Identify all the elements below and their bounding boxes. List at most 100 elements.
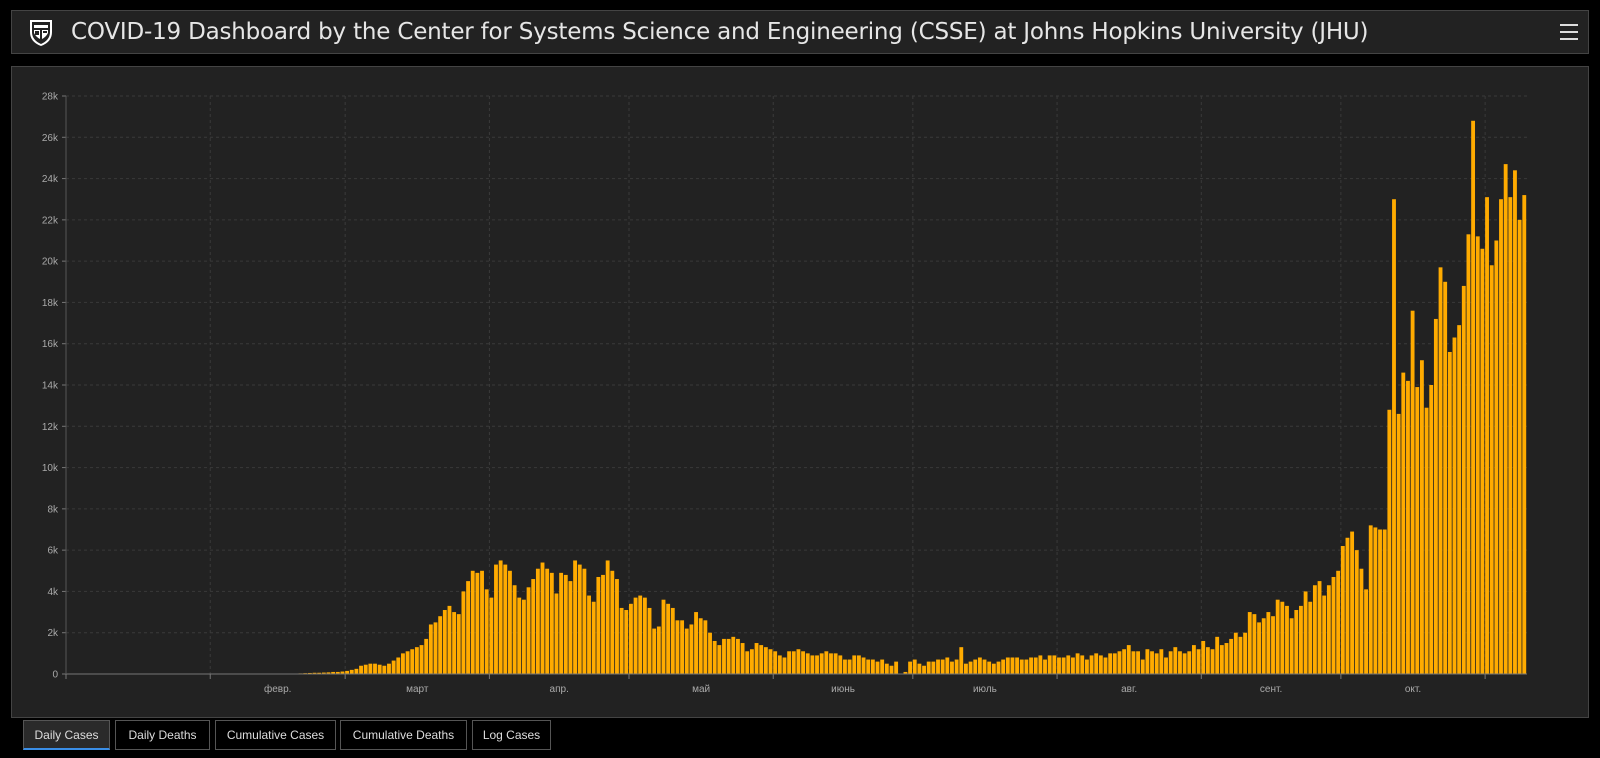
bar xyxy=(1103,657,1108,674)
bar xyxy=(1215,636,1220,674)
bar xyxy=(1452,337,1457,674)
y-tick-label: 24k xyxy=(42,174,59,185)
bar xyxy=(531,579,536,674)
bar xyxy=(1178,651,1182,674)
chart-axes: 0 2k 4k 6k 8k 10k 12k 14k 16k 18k 20k 22k 24k 26k 28k ф… xyxy=(42,92,1527,695)
bar xyxy=(1280,601,1285,674)
bar xyxy=(656,626,661,674)
y-tick-label: 18k xyxy=(42,298,59,309)
bar xyxy=(1154,653,1159,674)
bar xyxy=(559,572,564,674)
bar xyxy=(1271,616,1275,674)
bar xyxy=(847,659,852,674)
bar xyxy=(1312,585,1317,674)
chart-panel: 0 2k 4k 6k 8k 10k 12k 14k 16k 18k 20k 22k 24k 26k 28k ф… xyxy=(11,66,1589,718)
bar xyxy=(368,663,373,674)
bar xyxy=(1001,659,1006,674)
bar xyxy=(1480,248,1485,674)
bar xyxy=(861,657,866,674)
y-tick-label: 10k xyxy=(42,463,59,474)
bar xyxy=(1471,120,1476,674)
bar xyxy=(880,659,885,674)
bar xyxy=(1182,653,1187,674)
bar xyxy=(1201,640,1206,674)
bar xyxy=(410,649,415,674)
bar xyxy=(1322,595,1327,674)
bar xyxy=(1168,651,1173,674)
bar xyxy=(1024,659,1029,674)
bar xyxy=(480,570,484,674)
bar xyxy=(447,605,452,674)
bar xyxy=(773,651,778,674)
bar xyxy=(470,570,475,674)
bar xyxy=(1150,651,1154,674)
bar xyxy=(428,624,433,674)
bar xyxy=(736,638,740,674)
bar xyxy=(931,661,936,674)
tab-daily-deaths[interactable]: Daily Deaths xyxy=(115,720,210,750)
bar xyxy=(903,671,908,674)
bar xyxy=(787,651,792,674)
bar xyxy=(712,640,717,674)
bar xyxy=(340,671,345,674)
bar xyxy=(838,655,843,674)
bar xyxy=(391,660,396,674)
bar xyxy=(1303,591,1308,674)
tab-cumulative-cases[interactable]: Cumulative Cases xyxy=(215,720,336,750)
tab-cumulative-deaths[interactable]: Cumulative Deaths xyxy=(340,720,467,750)
bar xyxy=(1326,585,1331,674)
bar xyxy=(1126,645,1131,674)
bar xyxy=(573,560,578,674)
hamburger-menu-icon[interactable] xyxy=(1558,21,1580,43)
x-tick-label: сент. xyxy=(1260,684,1282,695)
bar xyxy=(377,664,382,674)
bar xyxy=(768,649,773,674)
bar xyxy=(1382,529,1387,674)
y-tick-label: 4k xyxy=(47,587,59,598)
bar xyxy=(629,603,633,674)
bar xyxy=(675,620,680,674)
bar xyxy=(1257,622,1261,674)
bar xyxy=(1112,653,1117,674)
bar xyxy=(1019,659,1024,674)
bar xyxy=(335,671,340,674)
tab-daily-cases[interactable]: Daily Cases xyxy=(23,720,110,750)
bar xyxy=(1517,219,1522,675)
bar xyxy=(1243,632,1248,674)
bar xyxy=(526,587,531,674)
bar xyxy=(1015,657,1020,674)
bar xyxy=(824,651,829,674)
bar xyxy=(791,651,796,674)
bar xyxy=(1084,659,1089,674)
bar xyxy=(1438,267,1443,674)
bar xyxy=(1285,605,1289,674)
bar xyxy=(964,663,968,674)
y-tick-label: 2k xyxy=(47,628,59,639)
bar xyxy=(684,628,689,674)
bar xyxy=(777,655,782,674)
bar xyxy=(438,616,443,674)
bar xyxy=(405,651,410,674)
bar xyxy=(922,665,926,674)
bar xyxy=(1410,310,1415,674)
bar xyxy=(1029,657,1033,674)
bar xyxy=(466,581,470,674)
bar xyxy=(749,649,754,674)
bar xyxy=(363,664,368,674)
bar xyxy=(647,607,652,674)
bar xyxy=(521,599,526,674)
bar xyxy=(642,597,647,674)
tab-log-cases[interactable]: Log Cases xyxy=(472,720,551,750)
y-tick-label: 14k xyxy=(42,381,59,392)
bar xyxy=(977,657,982,674)
bar xyxy=(1299,605,1303,674)
bar xyxy=(1443,281,1448,674)
bar xyxy=(759,645,764,674)
bar xyxy=(968,661,973,674)
bar xyxy=(870,659,875,674)
bar xyxy=(1117,651,1122,674)
bar xyxy=(740,643,745,674)
bar xyxy=(698,618,703,674)
bar xyxy=(894,661,899,674)
bar xyxy=(680,620,685,674)
